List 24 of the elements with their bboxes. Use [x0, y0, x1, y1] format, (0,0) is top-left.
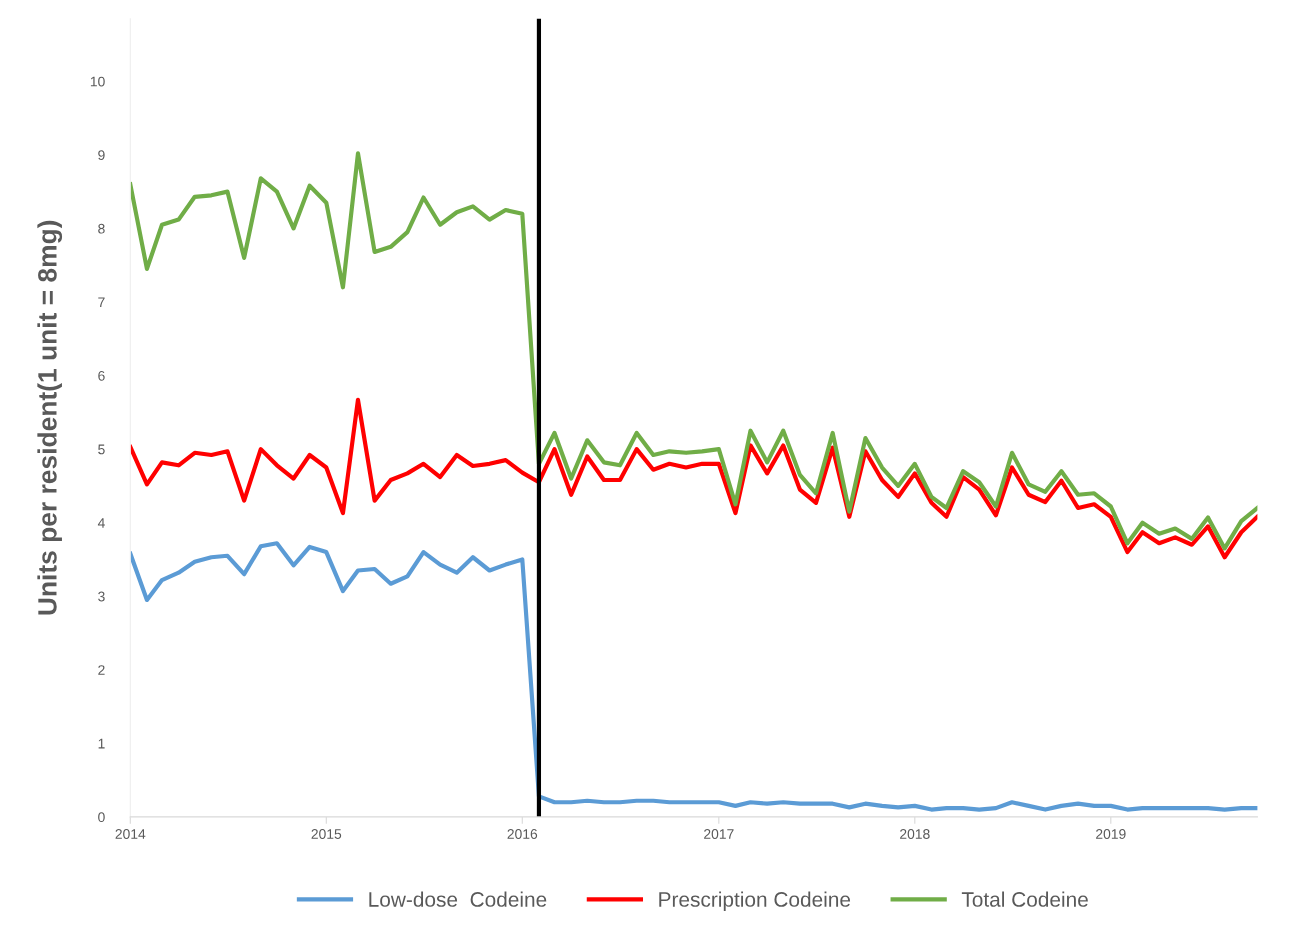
x-tick-label: 2018 [900, 829, 930, 839]
line-series [130, 397, 1258, 560]
y-tick-label: 1 [98, 738, 105, 749]
line-series [130, 541, 1258, 812]
x-tick-label: 2017 [704, 829, 734, 839]
y-tick-label: 6 [98, 370, 105, 381]
legend-label: Total Codeine [961, 891, 1088, 907]
line-series [130, 151, 1258, 551]
y-tick-label: 0 [98, 812, 105, 823]
y-tick-label: 10 [90, 76, 105, 87]
x-tick-label: 2019 [1096, 829, 1126, 839]
legend-label: Low-dose Codeine [369, 891, 547, 907]
y-tick-label: 5 [98, 444, 105, 455]
y-tick-label: 4 [97, 518, 105, 528]
y-tick-label: 9 [98, 150, 105, 161]
y-tick-label: 7 [98, 297, 105, 308]
legend-label: Prescription Codeine [659, 891, 851, 911]
x-tick-label: 2015 [311, 829, 342, 839]
y-tick-label: 2 [98, 665, 105, 675]
y-tick-label: 8 [98, 223, 105, 234]
x-tick-label: 2016 [507, 829, 538, 839]
y-tick-label: 3 [98, 591, 105, 602]
x-tick-label: 2014 [115, 829, 146, 839]
y-axis-title: Units per resident(1 unit = 8mg) [37, 220, 63, 615]
